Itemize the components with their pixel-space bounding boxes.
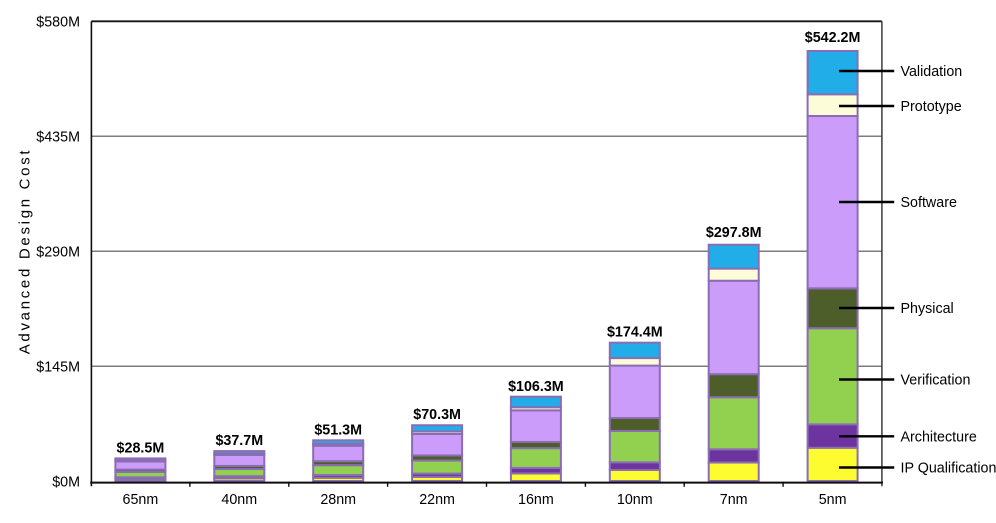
svg-text:22nm: 22nm — [419, 492, 455, 508]
svg-text:$51.3M: $51.3M — [314, 422, 362, 438]
svg-text:Verification: Verification — [901, 373, 971, 389]
svg-text:Prototype: Prototype — [901, 99, 962, 115]
svg-text:IP Qualification: IP Qualification — [901, 461, 996, 477]
svg-text:7nm: 7nm — [720, 492, 748, 508]
svg-text:Software: Software — [901, 195, 957, 211]
svg-text:$542.2M: $542.2M — [805, 30, 861, 46]
svg-text:Physical: Physical — [901, 301, 954, 317]
svg-text:$28.5M: $28.5M — [117, 440, 165, 456]
svg-text:28nm: 28nm — [320, 492, 356, 508]
svg-text:Validation: Validation — [901, 64, 963, 80]
svg-text:Architecture: Architecture — [901, 429, 977, 445]
svg-text:$580M: $580M — [36, 14, 80, 30]
svg-text:40nm: 40nm — [221, 492, 257, 508]
svg-text:$106.3M: $106.3M — [508, 379, 564, 395]
svg-text:5nm: 5nm — [819, 492, 847, 508]
svg-text:Advanced Design Cost: Advanced Design Cost — [17, 148, 34, 355]
svg-text:$0M: $0M — [52, 475, 80, 491]
svg-text:$70.3M: $70.3M — [413, 407, 461, 423]
svg-text:$297.8M: $297.8M — [706, 225, 762, 241]
svg-text:65nm: 65nm — [123, 492, 159, 508]
svg-text:$174.4M: $174.4M — [607, 325, 663, 341]
svg-text:10nm: 10nm — [617, 492, 653, 508]
svg-text:$145M: $145M — [36, 359, 80, 375]
svg-text:$37.7M: $37.7M — [215, 433, 263, 449]
svg-text:$435M: $435M — [36, 129, 80, 145]
svg-text:16nm: 16nm — [518, 492, 554, 508]
svg-text:$290M: $290M — [36, 244, 80, 260]
